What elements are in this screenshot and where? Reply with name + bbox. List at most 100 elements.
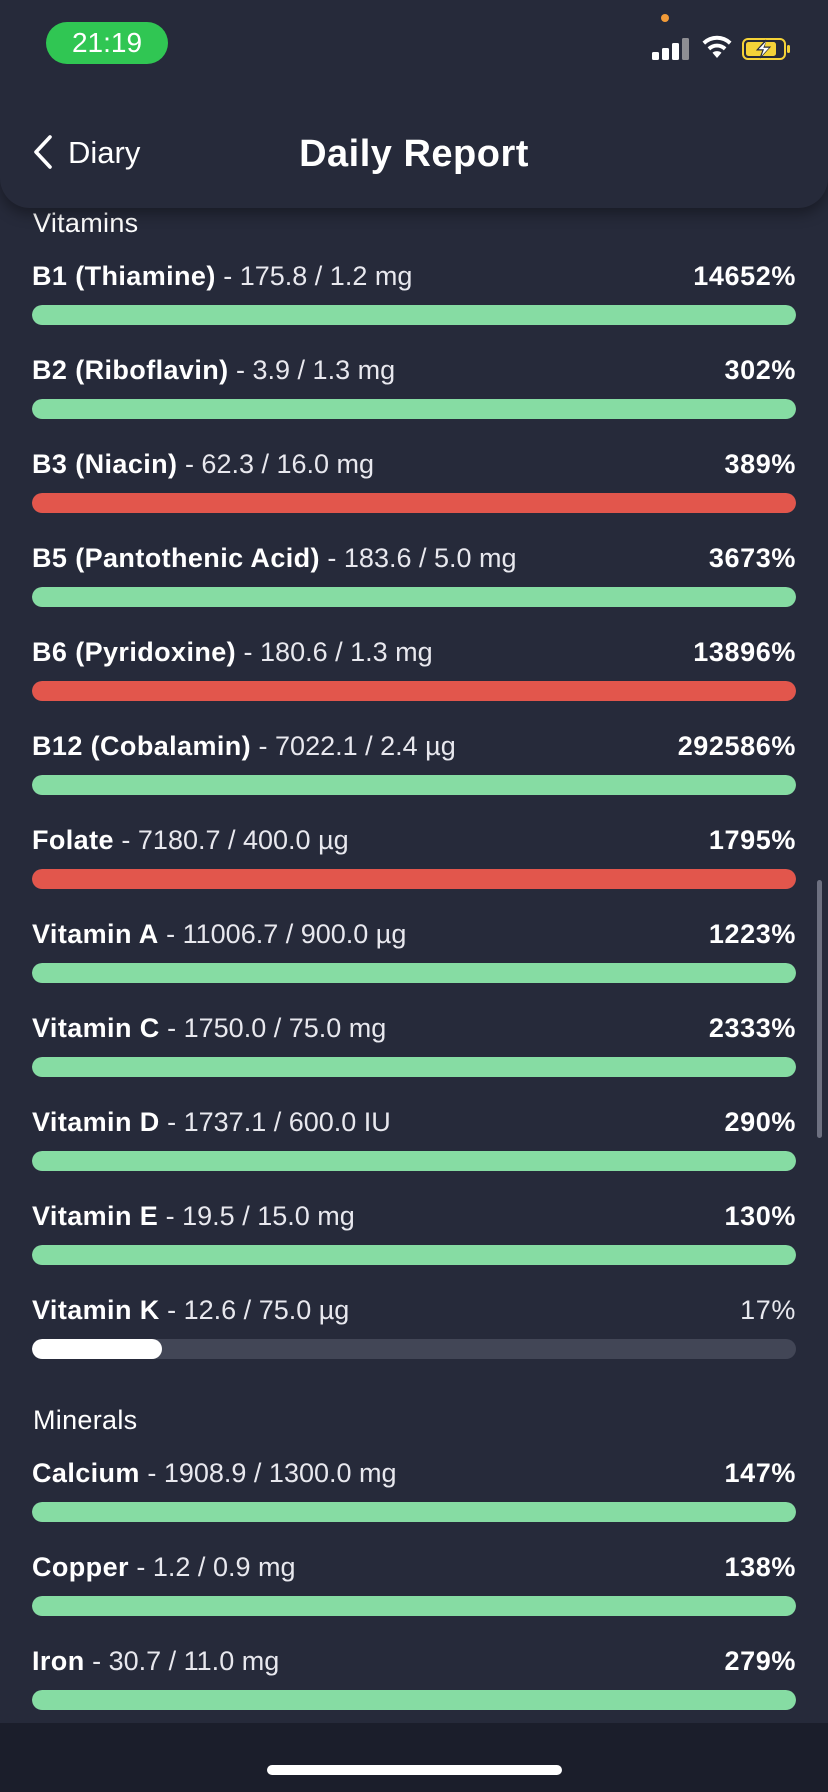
nutrient-percent: 17% <box>740 1295 796 1325</box>
nutrient-row[interactable]: Vitamin K - 12.6 / 75.0 µg 17% <box>32 1293 796 1363</box>
nutrient-name: B6 (Pyridoxine) <box>32 637 237 667</box>
nutrient-label: Vitamin C - 1750.0 / 75.0 mg <box>32 1011 386 1045</box>
progress-bar <box>32 1339 796 1359</box>
wifi-icon <box>702 35 732 58</box>
status-time: 21:19 <box>46 22 168 64</box>
nutrient-row[interactable]: Folate - 7180.7 / 400.0 µg 1795% <box>32 823 796 893</box>
nutrient-row[interactable]: B2 (Riboflavin) - 3.9 / 1.3 mg 302% <box>32 353 796 423</box>
nutrient-amount: - 7180.7 / 400.0 µg <box>113 825 349 855</box>
nutrient-amount: - 1.2 / 0.9 mg <box>128 1552 296 1582</box>
nutrient-row[interactable]: Calcium - 1908.9 / 1300.0 mg 147% <box>32 1456 796 1526</box>
battery-charging-icon <box>742 38 790 60</box>
nutrient-name: B2 (Riboflavin) <box>32 355 229 385</box>
nutrient-label: B6 (Pyridoxine) - 180.6 / 1.3 mg <box>32 635 433 669</box>
nutrient-percent: 147% <box>724 1458 796 1488</box>
nutrient-amount: - 30.7 / 11.0 mg <box>84 1646 280 1676</box>
nutrient-row[interactable]: B5 (Pantothenic Acid) - 183.6 / 5.0 mg 36… <box>32 541 796 611</box>
progress-bar <box>32 305 796 325</box>
nutrient-name: Folate <box>32 825 114 855</box>
back-chevron-icon[interactable] <box>32 134 54 170</box>
progress-bar-fill <box>32 399 796 419</box>
progress-bar <box>32 1057 796 1077</box>
nutrient-percent: 279% <box>724 1646 796 1676</box>
nutrient-label: Vitamin E - 19.5 / 15.0 mg <box>32 1199 355 1233</box>
nutrient-row[interactable]: B6 (Pyridoxine) - 180.6 / 1.3 mg 13896% <box>32 635 796 705</box>
progress-bar <box>32 587 796 607</box>
nutrient-name: Vitamin D <box>32 1107 160 1137</box>
nutrient-label: B12 (Cobalamin) - 7022.1 / 2.4 µg <box>32 729 456 763</box>
progress-bar-fill <box>32 1245 796 1265</box>
nutrient-name: B5 (Pantothenic Acid) <box>32 543 320 573</box>
nutrient-row[interactable]: B3 (Niacin) - 62.3 / 16.0 mg 389% <box>32 447 796 517</box>
nutrient-percent: 130% <box>724 1201 796 1231</box>
back-button[interactable]: Diary <box>68 135 141 170</box>
nutrient-amount: - 175.8 / 1.2 mg <box>215 261 413 291</box>
progress-bar-fill <box>32 1057 796 1077</box>
nutrient-label: Folate - 7180.7 / 400.0 µg <box>32 823 349 857</box>
nutrient-name: Vitamin A <box>32 919 159 949</box>
nutrient-label: B2 (Riboflavin) - 3.9 / 1.3 mg <box>32 353 395 387</box>
nutrient-row[interactable]: Vitamin D - 1737.1 / 600.0 IU 290% <box>32 1105 796 1175</box>
cellular-signal-icon <box>652 36 690 60</box>
nutrient-percent: 138% <box>724 1552 796 1582</box>
progress-bar-fill <box>32 1596 796 1616</box>
nutrient-percent: 2333% <box>708 1013 796 1043</box>
header-bar: 21:19 Diary Daily Report <box>0 0 828 208</box>
progress-bar <box>32 681 796 701</box>
nutrient-label: B3 (Niacin) - 62.3 / 16.0 mg <box>32 447 374 481</box>
nutrient-label: B5 (Pantothenic Acid) - 183.6 / 5.0 mg <box>32 541 517 575</box>
home-indicator[interactable] <box>267 1765 562 1775</box>
page-title: Daily Report <box>299 133 529 175</box>
progress-bar <box>32 493 796 513</box>
nutrient-amount: - 62.3 / 16.0 mg <box>177 449 375 479</box>
nutrient-amount: - 1750.0 / 75.0 mg <box>159 1013 387 1043</box>
progress-bar <box>32 1502 796 1522</box>
nutrient-row[interactable]: Iron - 30.7 / 11.0 mg 279% <box>32 1644 796 1714</box>
bottom-safe-area <box>0 1723 828 1792</box>
progress-bar <box>32 1596 796 1616</box>
progress-bar <box>32 963 796 983</box>
nutrient-percent: 290% <box>724 1107 796 1137</box>
progress-bar-fill <box>32 681 796 701</box>
scroll-indicator[interactable] <box>817 880 822 1138</box>
progress-bar <box>32 1245 796 1265</box>
progress-bar-fill <box>32 305 796 325</box>
progress-bar <box>32 869 796 889</box>
nutrient-label: B1 (Thiamine) - 175.8 / 1.2 mg <box>32 259 412 293</box>
progress-bar-fill <box>32 775 796 795</box>
nutrient-amount: - 183.6 / 5.0 mg <box>319 543 517 573</box>
progress-bar-fill <box>32 1339 162 1359</box>
nutrient-row[interactable]: B1 (Thiamine) - 175.8 / 1.2 mg 14652% <box>32 259 796 329</box>
progress-bar <box>32 399 796 419</box>
section-title-minerals: Minerals <box>33 1405 138 1435</box>
nutrient-amount: - 19.5 / 15.0 mg <box>158 1201 355 1231</box>
progress-bar <box>32 1690 796 1710</box>
section-title-vitamins: Vitamins <box>33 208 139 238</box>
nutrient-label: Iron - 30.7 / 11.0 mg <box>32 1644 279 1678</box>
nutrient-percent: 1223% <box>708 919 796 949</box>
progress-bar-fill <box>32 963 796 983</box>
nutrient-percent: 302% <box>724 355 796 385</box>
nutrient-amount: - 12.6 / 75.0 µg <box>159 1295 350 1325</box>
nutrient-name: Calcium <box>32 1458 140 1488</box>
nutrient-row[interactable]: B12 (Cobalamin) - 7022.1 / 2.4 µg 292586% <box>32 729 796 799</box>
progress-bar <box>32 1151 796 1171</box>
nutrient-name: Vitamin K <box>32 1295 160 1325</box>
nutrient-percent: 3673% <box>708 543 796 573</box>
nutrient-percent: 13896% <box>693 637 796 667</box>
progress-bar-fill <box>32 1690 796 1710</box>
progress-bar-fill <box>32 869 796 889</box>
nutrient-amount: - 7022.1 / 2.4 µg <box>251 731 456 761</box>
nutrient-row[interactable]: Vitamin E - 19.5 / 15.0 mg 130% <box>32 1199 796 1269</box>
nutrient-row[interactable]: Copper - 1.2 / 0.9 mg 138% <box>32 1550 796 1620</box>
nutrient-amount: - 1908.9 / 1300.0 mg <box>139 1458 397 1488</box>
nutrient-label: Vitamin D - 1737.1 / 600.0 IU <box>32 1105 391 1139</box>
nutrient-name: Iron <box>32 1646 85 1676</box>
nutrient-label: Vitamin A - 11006.7 / 900.0 µg <box>32 917 406 951</box>
nutrient-name: B12 (Cobalamin) <box>32 731 252 761</box>
nutrient-name: Copper <box>32 1552 129 1582</box>
nutrient-row[interactable]: Vitamin C - 1750.0 / 75.0 mg 2333% <box>32 1011 796 1081</box>
nutrient-percent: 292586% <box>677 731 796 761</box>
nutrient-row[interactable]: Vitamin A - 11006.7 / 900.0 µg 1223% <box>32 917 796 987</box>
progress-bar-fill <box>32 587 796 607</box>
